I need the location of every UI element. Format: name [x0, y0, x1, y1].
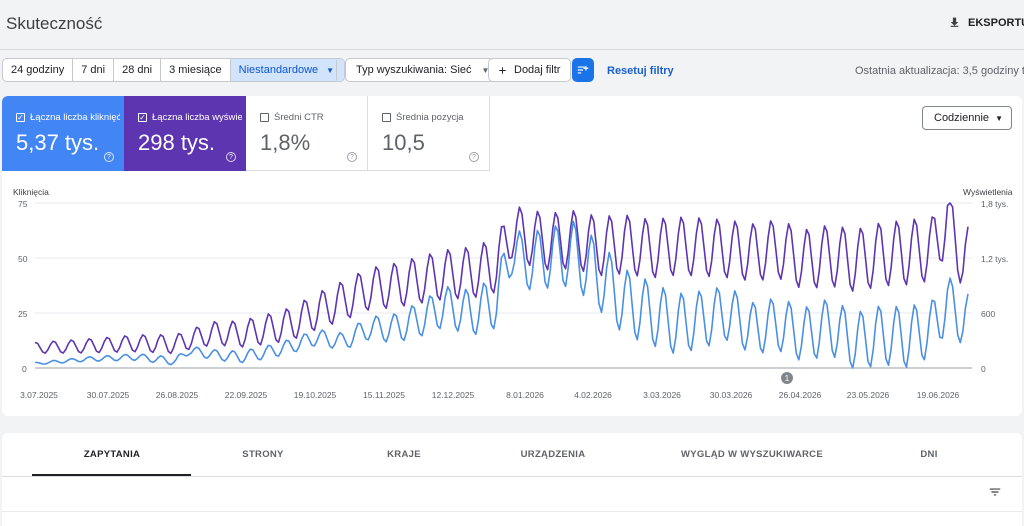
metric-ctr-value: 1,8%: [260, 130, 311, 155]
tabs-divider: [2, 476, 1022, 477]
report-tabs-card: ZAPYTANIA STRONY KRAJE URZĄDZENIA WYGLĄD…: [2, 433, 1022, 526]
x-tick: 4.02.2026: [574, 390, 612, 400]
y-left-tick: 25: [18, 309, 28, 319]
performance-chart: [34, 202, 972, 369]
metric-position-label-row: Średnia pozycja: [382, 112, 486, 123]
checkbox-unchecked-icon[interactable]: [260, 113, 269, 122]
x-tick: 22.09.2025: [224, 390, 268, 400]
x-tick: 30.07.2025: [86, 390, 130, 400]
range-3m-button[interactable]: 3 miesiące: [161, 59, 231, 81]
y-left-axis-title: Kliknięcia: [13, 187, 49, 197]
y-right-axis-title: Wyświetlenia: [963, 187, 1013, 197]
search-type-label: Typ wyszukiwania: Sieć: [356, 64, 472, 76]
filter-settings-icon: [577, 65, 589, 74]
x-tick: 23.05.2026: [846, 390, 890, 400]
tab-devices[interactable]: URZĄDZENIA: [520, 449, 586, 460]
caret-down-icon: ▼: [481, 65, 490, 75]
checkbox-checked-icon[interactable]: ✓: [138, 113, 147, 122]
help-icon[interactable]: ?: [226, 152, 236, 162]
active-tab-indicator: [32, 474, 191, 476]
granularity-dropdown[interactable]: Codziennie ▼: [922, 106, 1012, 130]
metric-position[interactable]: Średnia pozycja 10,5 ?: [368, 96, 490, 171]
x-tick: 3.07.2025: [20, 390, 58, 400]
metric-impressions-label: Łączna liczba wyświetleń: [152, 112, 242, 123]
annotation-marker[interactable]: 1: [781, 372, 793, 384]
last-update-text: Ostatnia aktualizacja: 3,5 godziny temu: [855, 65, 1024, 77]
range-24h-button[interactable]: 24 godziny: [3, 59, 74, 81]
filter-divider: [336, 60, 337, 80]
x-tick: 26.08.2025: [155, 390, 199, 400]
impressions-series-line: [34, 202, 969, 355]
x-tick: 19.10.2025: [293, 390, 337, 400]
y-right-tick: 0: [981, 364, 986, 374]
plus-icon: [499, 66, 506, 74]
metric-clicks-value: 5,37 tys.: [16, 130, 100, 155]
tab-days[interactable]: DNI: [920, 449, 938, 460]
tab-pages[interactable]: STRONY: [242, 449, 284, 460]
metric-ctr-label: Średni CTR: [274, 112, 324, 123]
help-icon[interactable]: ?: [347, 152, 357, 162]
checkbox-checked-icon[interactable]: ✓: [16, 113, 25, 122]
x-tick: 19.06.2026: [916, 390, 960, 400]
table-header-divider: [2, 511, 1022, 512]
metric-position-value: 10,5: [382, 130, 425, 155]
metric-clicks[interactable]: ✓ Łączna liczba kliknięć 5,37 tys. ?: [2, 96, 124, 171]
range-7d-button[interactable]: 7 dni: [73, 59, 115, 81]
download-icon: [950, 17, 959, 27]
y-left-tick: 50: [18, 254, 28, 264]
search-type-dropdown[interactable]: Typ wyszukiwania: Sieć ▼: [345, 58, 501, 82]
x-tick: 30.03.2026: [709, 390, 753, 400]
tab-search-appearance[interactable]: WYGLĄD W WYSZUKIWARCE: [681, 449, 823, 460]
x-tick: 15.11.2025: [363, 390, 405, 400]
metric-impressions-value: 298 tys.: [138, 130, 216, 155]
tab-countries[interactable]: KRAJE: [387, 449, 421, 460]
range-custom-button[interactable]: Niestandardowe ▼: [230, 59, 345, 81]
filter-settings-button[interactable]: [572, 58, 594, 82]
y-right-tick: 1,2 tys.: [981, 254, 1009, 264]
caret-down-icon: ▼: [326, 65, 335, 75]
x-tick: 12.12.2025: [431, 390, 475, 400]
y-left-tick: 0: [22, 364, 27, 374]
y-right-tick: 1,8 tys.: [981, 199, 1009, 209]
clicks-series-line: [35, 220, 969, 369]
export-button[interactable]: EKSPORTUJ: [948, 16, 1024, 29]
metric-ctr-label-row: Średni CTR: [260, 112, 364, 123]
filter-bar: 24 godziny 7 dni 28 dni 3 miesiące Niest…: [0, 56, 1024, 84]
x-tick: 8.01.2026: [506, 390, 544, 400]
help-icon[interactable]: ?: [104, 152, 114, 162]
help-icon[interactable]: ?: [469, 152, 479, 162]
metric-clicks-label-row: ✓ Łączna liczba kliknięć: [16, 112, 120, 123]
caret-down-icon: ▼: [995, 113, 1003, 123]
checkbox-unchecked-icon[interactable]: [382, 113, 391, 122]
metric-clicks-label: Łączna liczba kliknięć: [30, 112, 120, 123]
x-tick: 3.03.2026: [643, 390, 681, 400]
add-filter-label: Dodaj filtr: [514, 64, 561, 76]
metric-position-label: Średnia pozycja: [396, 112, 464, 123]
filter-list-icon[interactable]: [988, 485, 1002, 499]
range-28d-button[interactable]: 28 dni: [114, 59, 162, 81]
tab-queries[interactable]: ZAPYTANIA: [83, 449, 141, 460]
y-left-tick: 75: [18, 199, 28, 209]
granularity-label: Codziennie: [934, 112, 990, 124]
export-label: EKSPORTUJ: [968, 16, 1024, 29]
performance-card: ✓ Łączna liczba kliknięć 5,37 tys. ? ✓ Ł…: [2, 96, 1022, 416]
range-custom-label: Niestandardowe: [238, 64, 319, 76]
page-title: Skuteczność: [6, 14, 103, 33]
y-right-tick: 600: [981, 309, 996, 319]
page-header: Skuteczność EKSPORTUJ: [0, 0, 1024, 50]
add-filter-button[interactable]: Dodaj filtr: [488, 58, 572, 82]
metric-impressions-label-row: ✓ Łączna liczba wyświetleń: [138, 112, 242, 123]
metric-ctr[interactable]: Średni CTR 1,8% ?: [246, 96, 368, 171]
x-tick: 26.04.2026: [778, 390, 822, 400]
date-range-selector: 24 godziny 7 dni 28 dni 3 miesiące Niest…: [2, 58, 346, 82]
metric-impressions[interactable]: ✓ Łączna liczba wyświetleń 298 tys. ?: [124, 96, 246, 171]
reset-filters-link[interactable]: Resetuj filtry: [607, 65, 674, 77]
